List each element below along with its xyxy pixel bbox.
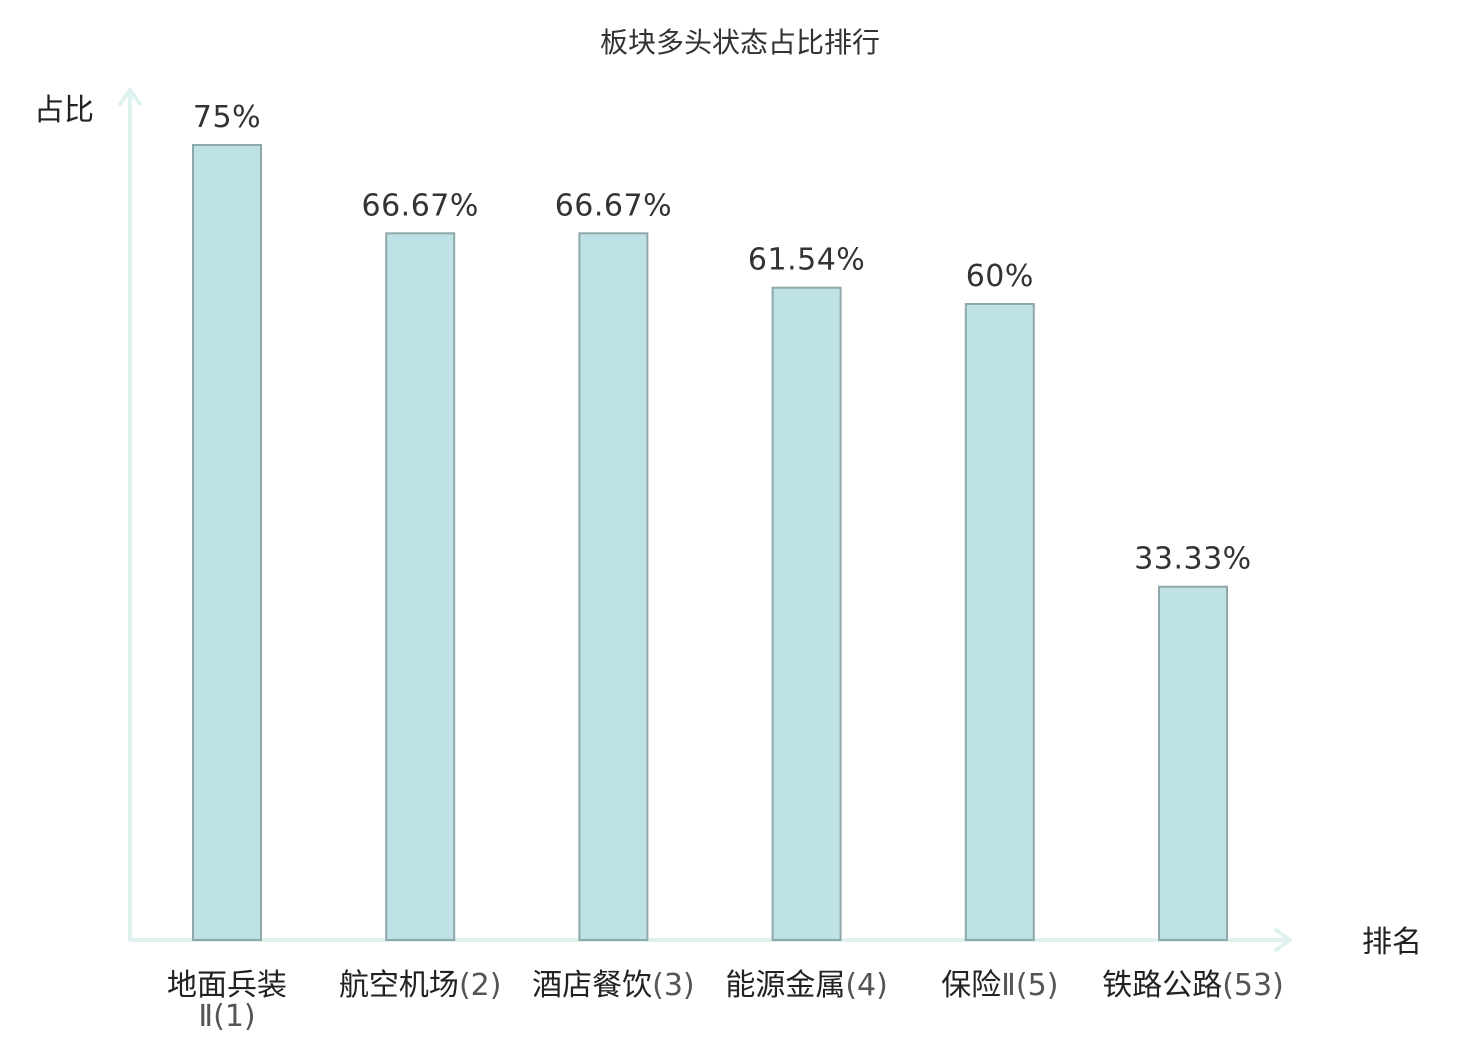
category-rank-5: Ⅱ(5) [1001,968,1058,1003]
value-label-2: 66.67% [362,188,479,223]
category-label-6: 铁路公路(53) [1102,968,1284,1003]
y-axis-label: 占比 [34,93,94,128]
category-name-3: 酒店餐饮 [532,968,652,1003]
category-rank-3: (3) [652,968,695,1003]
category-name-5: 保险 [941,968,1001,1003]
value-label-4: 61.54% [748,243,865,278]
category-rank-1: Ⅱ(1) [198,999,255,1034]
category-label-5: 保险Ⅱ(5) [941,968,1058,1003]
category-label-4: 能源金属(4) [725,968,888,1003]
bar-2 [385,232,456,942]
category-name-6: 铁路公路 [1102,968,1222,1003]
bar-3 [578,232,649,942]
value-label-3: 66.67% [555,188,672,223]
chart-title: 板块多头状态占比排行 [600,26,880,59]
axes [118,88,1292,952]
value-labels-group: 75% 66.67% 66.67% 61.54% 60% 33.33% [193,100,1251,577]
category-label-3: 酒店餐饮(3) [532,968,695,1003]
value-label-5: 60% [966,259,1034,294]
bar-5 [964,303,1035,941]
bars-group [192,144,1228,942]
category-rank-6: (53) [1222,968,1284,1003]
category-label-2: 航空机场(2) [339,968,502,1003]
value-label-6: 33.33% [1134,542,1251,577]
bar-4 [771,286,842,941]
category-name-4: 能源金属 [725,968,845,1003]
bar-1 [192,144,262,941]
category-name-2: 航空机场 [339,968,459,1003]
x-axis-arrow [1274,928,1292,952]
category-rank-2: (2) [459,968,502,1003]
category-rank-4: (4) [845,968,888,1003]
bar-6 [1158,585,1228,941]
y-axis-arrow [118,88,142,106]
category-label-1: 地面兵装 [167,968,287,1003]
x-axis-label: 排名 [1362,925,1422,960]
value-label-1: 75% [193,100,261,135]
